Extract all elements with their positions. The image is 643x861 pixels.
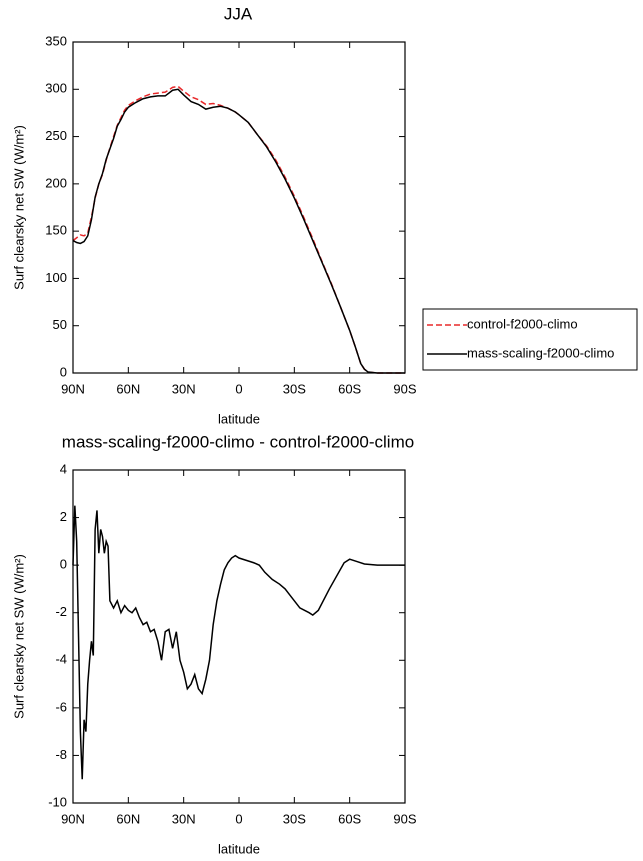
data-line bbox=[72, 88, 405, 374]
x-tick-label: 60S bbox=[338, 811, 361, 826]
y-tick-label: 4 bbox=[60, 461, 67, 476]
y-tick-label: 250 bbox=[45, 128, 67, 143]
plot-frame bbox=[72, 41, 406, 374]
data-line bbox=[72, 505, 405, 780]
y-tick-label: 150 bbox=[45, 223, 67, 238]
x-tick-label: 30N bbox=[172, 381, 196, 396]
legend-label: mass-scaling-f2000-climo bbox=[467, 345, 614, 360]
x-tick-label: 30S bbox=[283, 381, 306, 396]
y-tick-label: 0 bbox=[60, 364, 67, 379]
y-tick-label: 300 bbox=[45, 81, 67, 96]
y-axis-label: Surf clearsky net SW (W/m²) bbox=[11, 554, 26, 719]
plot-frame bbox=[72, 469, 406, 804]
x-tick-label: 0 bbox=[235, 811, 242, 826]
y-axis-label: Surf clearsky net SW (W/m²) bbox=[11, 125, 26, 290]
y-tick-label: -2 bbox=[55, 604, 67, 619]
data-line bbox=[72, 85, 405, 374]
legend-box bbox=[422, 308, 638, 371]
chart-title: JJA bbox=[224, 4, 253, 23]
x-tick-label: 60N bbox=[116, 811, 140, 826]
y-tick-label: 2 bbox=[60, 509, 67, 524]
y-tick-label: -4 bbox=[55, 652, 67, 667]
x-tick-label: 90N bbox=[61, 811, 85, 826]
x-axis-label: latitude bbox=[218, 411, 260, 426]
y-tick-label: 50 bbox=[53, 317, 67, 332]
x-tick-label: 90S bbox=[393, 381, 416, 396]
y-tick-label: 350 bbox=[45, 33, 67, 48]
y-tick-label: -6 bbox=[55, 699, 67, 714]
y-tick-label: 200 bbox=[45, 175, 67, 190]
y-tick-label: -8 bbox=[55, 747, 67, 762]
x-tick-label: 90N bbox=[61, 381, 85, 396]
chart-title: mass-scaling-f2000-climo - control-f2000… bbox=[62, 432, 414, 451]
x-tick-label: 30S bbox=[283, 811, 306, 826]
x-tick-label: 60N bbox=[116, 381, 140, 396]
y-tick-label: 100 bbox=[45, 270, 67, 285]
x-tick-label: 60S bbox=[338, 381, 361, 396]
x-tick-label: 0 bbox=[235, 381, 242, 396]
legend-label: control-f2000-climo bbox=[467, 316, 578, 331]
x-tick-label: 90S bbox=[393, 811, 416, 826]
x-axis-label: latitude bbox=[218, 841, 260, 856]
x-tick-label: 30N bbox=[172, 811, 196, 826]
y-tick-label: -10 bbox=[48, 794, 67, 809]
y-tick-label: 0 bbox=[60, 557, 67, 572]
